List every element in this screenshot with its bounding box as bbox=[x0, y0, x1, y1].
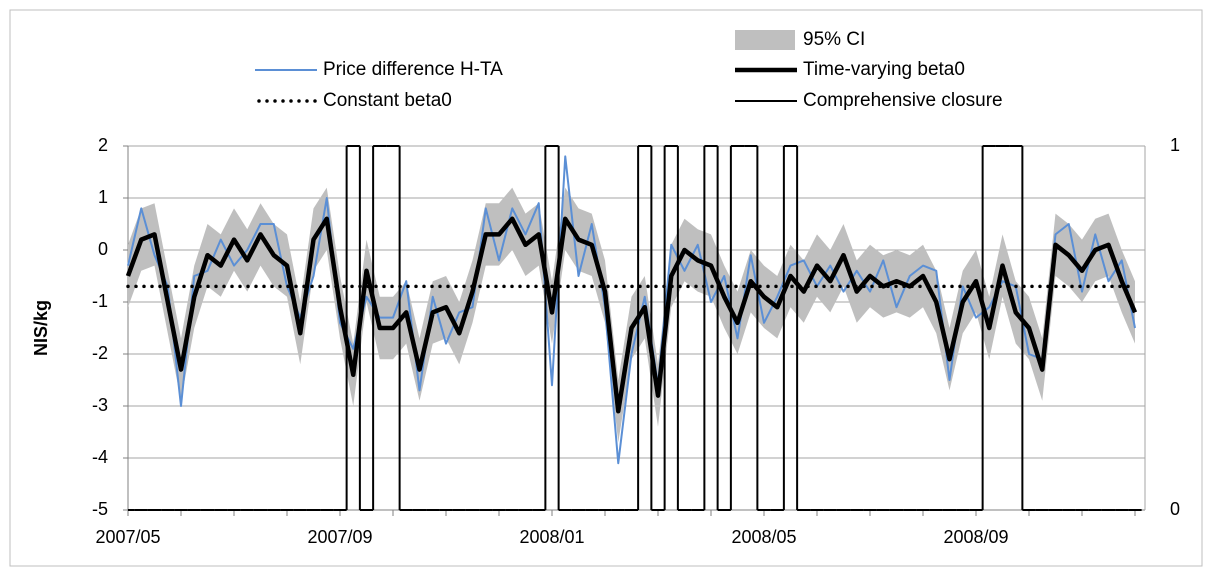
y-tick-label: 2 bbox=[98, 135, 108, 155]
legend-label: 95% CI bbox=[803, 29, 865, 50]
y-axis-label: NIS/kg bbox=[31, 300, 51, 356]
ci-band bbox=[128, 187, 1135, 443]
chart-frame bbox=[9, 9, 1203, 567]
series-line bbox=[125, 216, 1138, 414]
y-tick-label: 0 bbox=[98, 239, 108, 259]
legend-swatch bbox=[735, 30, 795, 50]
x-tick-label: 2008/01 bbox=[519, 527, 584, 547]
y2-tick-label: 0 bbox=[1170, 499, 1180, 519]
legend-label: Constant beta0 bbox=[323, 90, 452, 111]
legend-label: Price difference H-TA bbox=[323, 59, 503, 80]
y-tick-label: -3 bbox=[92, 395, 108, 415]
legend-label: Time-varying beta0 bbox=[803, 59, 965, 80]
y-tick-label: -5 bbox=[92, 499, 108, 519]
legend-label: Comprehensive closure bbox=[803, 90, 1003, 111]
x-tick-label: 2008/05 bbox=[731, 527, 796, 547]
y-tick-label: 1 bbox=[98, 187, 108, 207]
x-tick-label: 2008/09 bbox=[943, 527, 1008, 547]
y-tick-label: -1 bbox=[92, 291, 108, 311]
y2-tick-label: 1 bbox=[1170, 135, 1180, 155]
x-tick-label: 2007/05 bbox=[95, 527, 160, 547]
x-tick-label: 2007/09 bbox=[307, 527, 372, 547]
y-tick-label: -4 bbox=[92, 447, 108, 467]
y-tick-label: -2 bbox=[92, 343, 108, 363]
